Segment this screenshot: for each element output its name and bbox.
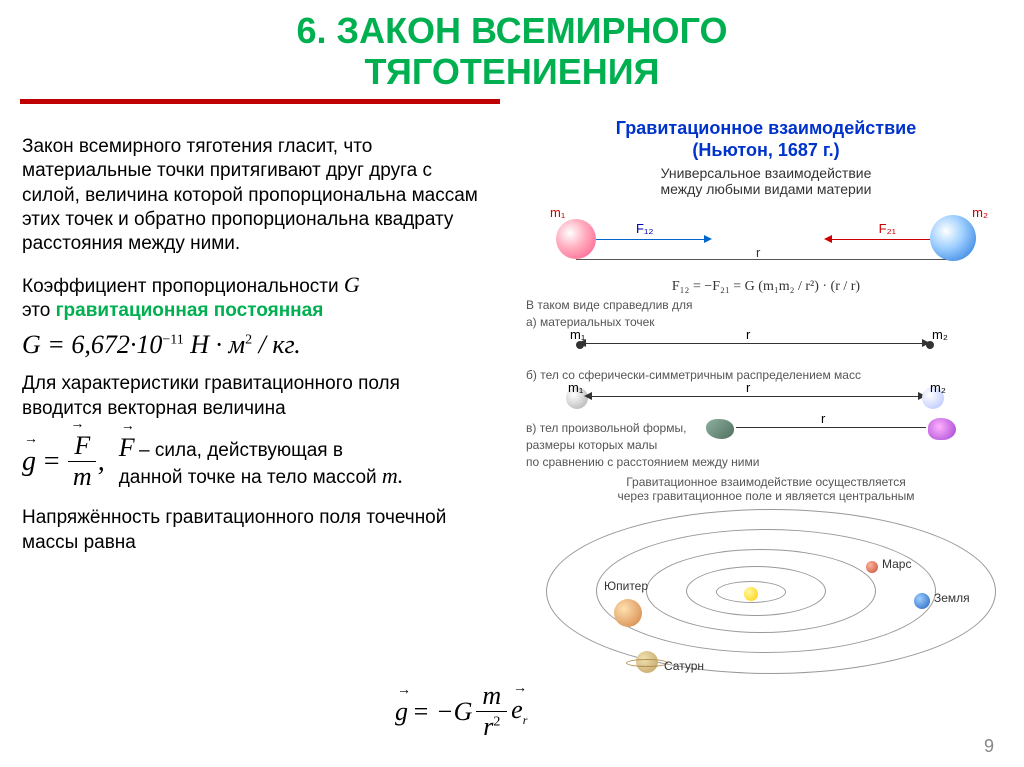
f21-arrow (830, 239, 930, 240)
jupiter-label: Юпитер (604, 579, 648, 593)
earth-label: Земля (934, 591, 970, 605)
case-c-diagram: r (676, 415, 1006, 445)
g-vec: g (22, 446, 36, 478)
point2 (926, 341, 934, 349)
saturn-ring (626, 659, 668, 667)
right-subtitle: Универсальное взаимодействие между любым… (526, 165, 1006, 197)
blob-shape (928, 418, 956, 440)
mars-label: Марс (882, 557, 911, 571)
force-description: F – сила, действующая в данной точке на … (119, 433, 404, 490)
saturn-label: Сатурн (664, 659, 704, 673)
mass1-sphere (556, 219, 596, 259)
field-r2: r2 (477, 712, 506, 742)
g-units2: / кг. (252, 330, 301, 359)
rsub2: между любыми видами материи (661, 181, 872, 197)
force-desc-1: – сила, действующая в (139, 440, 343, 461)
case-a-line (584, 343, 924, 344)
f-vec-inline: F (119, 433, 135, 463)
fraction-f-m: F m (67, 431, 98, 492)
case-b-arrowhead-l (584, 392, 592, 400)
case-c3: по сравнению с расстоянием между ними (526, 455, 1006, 469)
case-b-diagram: m₁ r m₂ (526, 384, 1006, 418)
f21-arrowhead (824, 235, 832, 243)
right-title2: (Ньютон, 1687 г.) (692, 140, 839, 160)
red-divider (20, 99, 500, 104)
coef-prefix: Коэффициент пропорциональности (22, 276, 344, 297)
grav-field-note: Гравитационное взаимодействие осуществля… (526, 475, 1006, 503)
field-m: m (476, 681, 507, 712)
law-statement: Закон всемирного тяготения гласит, что м… (22, 135, 482, 257)
title-line1: 6. ЗАКОН ВСЕМИРНОГО (297, 10, 728, 51)
f21-label: F₂₁ (879, 221, 896, 236)
force-desc-2: данной точке на тело массой (119, 467, 382, 488)
case-b-line (590, 396, 920, 397)
r-line (576, 259, 946, 260)
orbit-diagram: Юпитер Марс Земля Сатурн (526, 511, 1006, 681)
case-a-r: r (746, 327, 750, 342)
field-note2: через гравитационное поле и является цен… (617, 489, 914, 503)
case-c-line (736, 427, 926, 428)
mass-m-period: m. (382, 463, 403, 488)
field-characteristic-text: Для характеристики гравитационного поля … (22, 372, 482, 421)
g-exp: −11 (162, 332, 183, 347)
er-vec: er (511, 695, 527, 728)
left-column: Закон всемирного тяготения гласит, что м… (22, 135, 482, 556)
m2-label: m₂ (972, 205, 988, 220)
field-note1: Гравитационное взаимодействие осуществля… (626, 475, 906, 489)
g-equals-f-over-m: g = F m , (22, 431, 105, 492)
right-title: Гравитационное взаимодействие (Ньютон, 1… (526, 118, 1006, 161)
intensity-text: Напряжённость гравитационного поля точеч… (22, 506, 482, 555)
g-vector-formula-row: g = F m , F – сила, действующая в данной… (22, 431, 482, 492)
case-b-m2: m₂ (930, 380, 946, 395)
force-formula-small: F₁₂ = −F₂₁ = G (m₁m₂ / r²) · (r / r) (526, 279, 1006, 295)
right-title1: Гравитационное взаимодействие (616, 118, 917, 138)
coef-g-symbol: G (344, 272, 360, 297)
coef-suffix: это (22, 300, 56, 321)
title-line2: ТЯГОТЕНИЕНИЯ (365, 51, 660, 92)
rock-shape (706, 419, 734, 439)
grav-constant-label: гравитационная постоянная (56, 300, 324, 321)
f12-arrowhead (704, 235, 712, 243)
f-numerator: F (68, 431, 96, 462)
case-a-diagram: m₁ r m₂ (526, 331, 1006, 365)
coefficient-line: Коэффициент пропорциональности G это гра… (22, 271, 482, 324)
case-b-m1: m₁ (568, 380, 583, 395)
r-label: r (756, 245, 760, 260)
comma: , (98, 446, 105, 478)
case-b-r: r (746, 380, 750, 395)
rsub1: Универсальное взаимодействие (661, 165, 872, 181)
m1-label: m₁ (550, 205, 565, 220)
page-number: 9 (984, 736, 994, 757)
slide-title: 6. ЗАКОН ВСЕМИРНОГО ТЯГОТЕНИЕНИЯ (20, 10, 1004, 93)
mass2-sphere (930, 215, 976, 261)
eq-minus-g: = −G (412, 697, 472, 727)
right-column: Гравитационное взаимодействие (Ньютон, 1… (526, 118, 1006, 681)
g-constant-formula: G = 6,672·10−11 Н · м2 / кг. (22, 330, 482, 360)
m-over-r2: m r2 (476, 681, 507, 742)
f12-arrow (596, 239, 706, 240)
field-intensity-formula: g = −G m r2 er (395, 681, 527, 742)
m-denominator: m (67, 462, 98, 492)
jupiter (614, 599, 642, 627)
f12-label: F₁₂ (636, 221, 653, 236)
case-c-r: r (821, 411, 825, 426)
case-a-arrowhead-l (578, 339, 586, 347)
case-intro: В таком виде справедлив для (526, 298, 1006, 312)
g-value: G = 6,672·10 (22, 330, 162, 359)
interaction-diagram: m₁ m₂ F₁₂ F₂₁ r (526, 205, 1006, 275)
eq-sign: = (42, 446, 61, 478)
g-vec2: g (395, 697, 408, 727)
case-a-m2: m₂ (932, 327, 948, 342)
g-units1: Н · м (184, 330, 245, 359)
